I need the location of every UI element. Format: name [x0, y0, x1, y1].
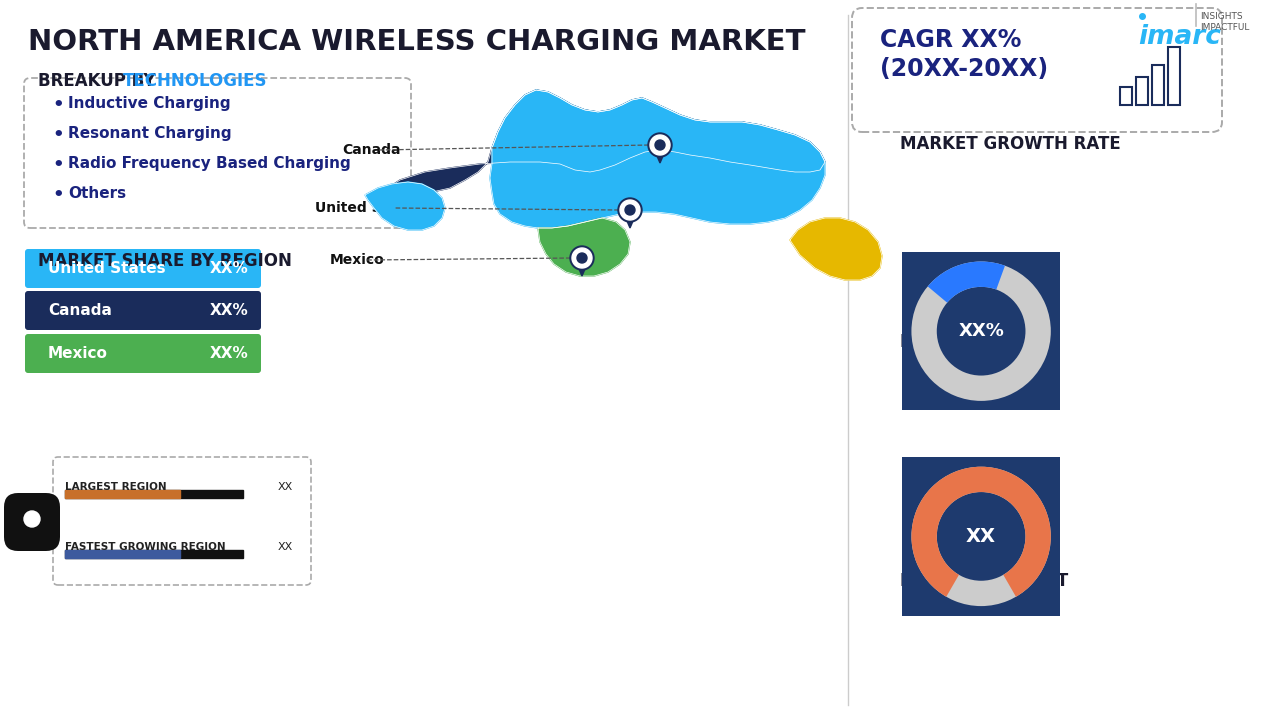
FancyBboxPatch shape: [852, 8, 1222, 132]
Bar: [1152, 65, 1164, 105]
Text: LARGEST MARKET: LARGEST MARKET: [900, 572, 1069, 590]
Wedge shape: [911, 261, 1051, 401]
Circle shape: [618, 198, 643, 222]
Circle shape: [648, 133, 672, 157]
Text: BREAKUP BY: BREAKUP BY: [38, 72, 161, 90]
FancyBboxPatch shape: [24, 78, 411, 228]
Text: XX: XX: [278, 542, 293, 552]
Polygon shape: [625, 214, 636, 228]
Text: NORTH AMERICA WIRELESS CHARGING MARKET: NORTH AMERICA WIRELESS CHARGING MARKET: [28, 28, 805, 56]
Text: XX%: XX%: [209, 303, 248, 318]
Text: LARGEST REGION: LARGEST REGION: [65, 482, 166, 492]
Text: Canada: Canada: [342, 143, 401, 157]
Circle shape: [24, 511, 40, 527]
Polygon shape: [365, 182, 445, 230]
Polygon shape: [576, 262, 588, 276]
Text: United States: United States: [315, 201, 422, 215]
Wedge shape: [928, 261, 1005, 302]
Text: XX%: XX%: [209, 261, 248, 276]
Text: HIGHEST CAGR: HIGHEST CAGR: [900, 333, 1039, 351]
Bar: [65, 550, 180, 558]
Text: •: •: [52, 186, 64, 204]
Circle shape: [650, 135, 669, 155]
Text: Resonant Charging: Resonant Charging: [68, 126, 232, 141]
Text: Inductive Charging: Inductive Charging: [68, 96, 230, 111]
FancyBboxPatch shape: [52, 457, 311, 585]
Text: MARKET GROWTH RATE: MARKET GROWTH RATE: [900, 135, 1121, 153]
Circle shape: [620, 200, 640, 220]
Polygon shape: [790, 218, 882, 280]
FancyBboxPatch shape: [864, 428, 1098, 644]
FancyBboxPatch shape: [864, 223, 1098, 439]
Text: Mexico: Mexico: [49, 346, 108, 361]
Bar: [1137, 77, 1148, 105]
Text: CAGR XX%
(20XX-20XX): CAGR XX% (20XX-20XX): [881, 28, 1048, 81]
Bar: [1169, 47, 1180, 105]
Text: XX%: XX%: [959, 323, 1004, 340]
Circle shape: [577, 253, 588, 263]
Text: IMPACTFUL: IMPACTFUL: [1201, 23, 1249, 32]
Text: TECHNOLOGIES: TECHNOLOGIES: [123, 72, 268, 90]
Text: Radio Frequency Based Charging: Radio Frequency Based Charging: [68, 156, 351, 171]
Bar: [65, 550, 243, 558]
Polygon shape: [538, 218, 630, 276]
Text: imarc: imarc: [1138, 24, 1221, 50]
Text: Canada: Canada: [49, 303, 111, 318]
FancyBboxPatch shape: [26, 249, 261, 288]
Text: XX: XX: [966, 527, 996, 546]
Circle shape: [572, 248, 591, 268]
Text: Mexico: Mexico: [330, 253, 385, 267]
FancyBboxPatch shape: [26, 334, 261, 373]
FancyBboxPatch shape: [26, 291, 261, 330]
Polygon shape: [654, 149, 666, 163]
Text: •: •: [52, 126, 64, 144]
Text: FASTEST GROWING REGION: FASTEST GROWING REGION: [65, 542, 225, 552]
Bar: [1120, 87, 1132, 105]
Text: •: •: [52, 96, 64, 114]
Bar: [65, 490, 180, 498]
Polygon shape: [22, 535, 42, 549]
Text: United States: United States: [49, 261, 165, 276]
Text: XX%: XX%: [209, 346, 248, 361]
Polygon shape: [370, 90, 826, 200]
Wedge shape: [911, 467, 1051, 597]
Circle shape: [625, 205, 635, 215]
Text: MARKET SHARE BY REGION: MARKET SHARE BY REGION: [38, 252, 292, 270]
Bar: [65, 490, 243, 498]
Text: •: •: [52, 156, 64, 174]
Polygon shape: [490, 90, 826, 228]
Text: INSIGHTS: INSIGHTS: [1201, 12, 1243, 21]
Circle shape: [570, 246, 594, 270]
Wedge shape: [911, 467, 1051, 606]
FancyBboxPatch shape: [4, 493, 60, 551]
Circle shape: [655, 140, 666, 150]
Text: Others: Others: [68, 186, 127, 201]
Text: XX: XX: [278, 482, 293, 492]
